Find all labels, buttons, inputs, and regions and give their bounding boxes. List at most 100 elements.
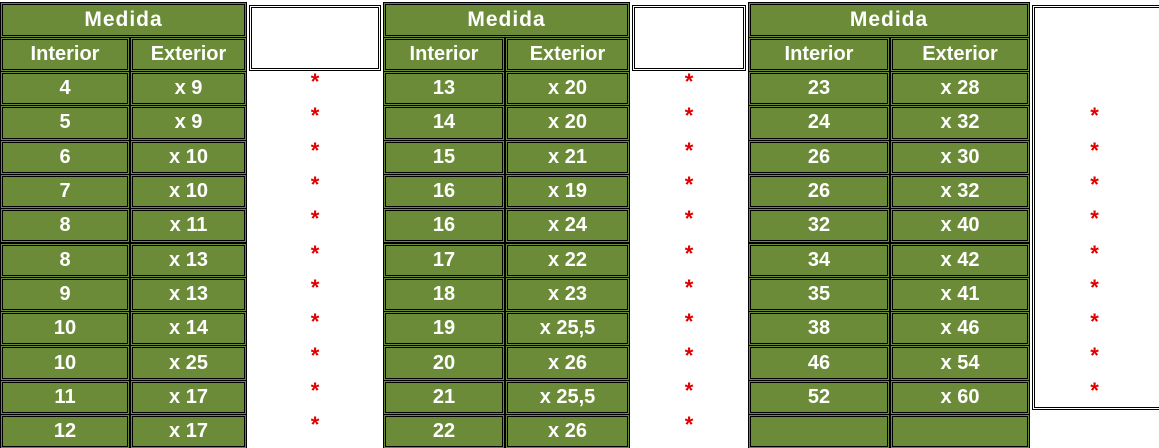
availability-mark: *	[630, 343, 748, 373]
exterior-cell: x 10	[130, 140, 247, 175]
availability-mark: *	[247, 69, 383, 99]
exterior-cell: x 9	[130, 105, 247, 140]
interior-cell: 38	[748, 311, 890, 346]
interior-cell: 19	[383, 311, 505, 346]
subheader: Exterior	[505, 37, 630, 72]
interior-cell: 7	[0, 174, 130, 209]
availability-mark: *	[247, 241, 383, 271]
exterior-cell: x 17	[130, 414, 247, 448]
exterior-cell: x 13	[130, 243, 247, 278]
interior-cell: 32	[748, 208, 890, 243]
availability-mark: *	[1030, 241, 1159, 271]
interior-cell: 35	[748, 277, 890, 312]
group-header: Medida	[0, 2, 247, 38]
availability-mark: *	[247, 343, 383, 373]
availability-mark: *	[630, 172, 748, 202]
interior-cell: 52	[748, 380, 890, 415]
availability-mark: *	[630, 309, 748, 339]
subheader: Exterior	[890, 37, 1030, 72]
interior-cell	[748, 414, 890, 448]
exterior-cell: x 25,5	[505, 311, 630, 346]
group-header: Medida	[383, 2, 630, 38]
interior-cell: 4	[0, 71, 130, 106]
interior-cell: 8	[0, 208, 130, 243]
availability-mark: *	[247, 172, 383, 202]
availability-mark: *	[630, 103, 748, 133]
availability-mark: *	[630, 138, 748, 168]
availability-mark: *	[1030, 172, 1159, 202]
exterior-cell: x 10	[130, 174, 247, 209]
exterior-cell: x 54	[890, 345, 1030, 380]
availability-mark: *	[247, 275, 383, 305]
interior-cell: 23	[748, 71, 890, 106]
subheader: Interior	[748, 37, 890, 72]
exterior-cell: x 17	[130, 380, 247, 415]
exterior-cell: x 23	[505, 277, 630, 312]
interior-cell: 34	[748, 243, 890, 278]
availability-mark: *	[630, 412, 748, 442]
availability-mark: *	[247, 309, 383, 339]
exterior-cell: x 28	[890, 71, 1030, 106]
interior-cell: 18	[383, 277, 505, 312]
interior-cell: 22	[383, 414, 505, 448]
interior-cell: 24	[748, 105, 890, 140]
exterior-cell: x 60	[890, 380, 1030, 415]
subheader: Interior	[383, 37, 505, 72]
exterior-cell	[890, 414, 1030, 448]
availability-mark: *	[630, 206, 748, 236]
exterior-cell: x 32	[890, 105, 1030, 140]
exterior-cell: x 25	[130, 345, 247, 380]
interior-cell: 5	[0, 105, 130, 140]
interior-cell: 15	[383, 140, 505, 175]
interior-cell: 46	[748, 345, 890, 380]
interior-cell: 20	[383, 345, 505, 380]
exterior-cell: x 20	[505, 71, 630, 106]
exterior-cell: x 40	[890, 208, 1030, 243]
exterior-cell: x 24	[505, 208, 630, 243]
availability-mark: *	[247, 138, 383, 168]
exterior-cell: x 20	[505, 105, 630, 140]
interior-cell: 11	[0, 380, 130, 415]
interior-cell: 17	[383, 243, 505, 278]
group-header: Medida	[748, 2, 1030, 38]
availability-mark: *	[630, 69, 748, 99]
header-box	[632, 5, 746, 71]
interior-cell: 10	[0, 345, 130, 380]
exterior-cell: x 9	[130, 71, 247, 106]
availability-mark: *	[1030, 378, 1159, 408]
interior-cell: 6	[0, 140, 130, 175]
availability-mark: *	[1030, 309, 1159, 339]
availability-mark: *	[1030, 206, 1159, 236]
exterior-cell: x 46	[890, 311, 1030, 346]
availability-mark: *	[1030, 103, 1159, 133]
interior-cell: 12	[0, 414, 130, 448]
interior-cell: 10	[0, 311, 130, 346]
subheader: Exterior	[130, 37, 247, 72]
interior-cell: 9	[0, 277, 130, 312]
exterior-cell: x 13	[130, 277, 247, 312]
availability-mark: *	[1030, 275, 1159, 305]
availability-mark: *	[630, 275, 748, 305]
exterior-cell: x 14	[130, 311, 247, 346]
interior-cell: 16	[383, 208, 505, 243]
exterior-cell: x 26	[505, 345, 630, 380]
interior-cell: 8	[0, 243, 130, 278]
availability-mark: *	[1030, 343, 1159, 373]
availability-mark: *	[630, 241, 748, 271]
exterior-cell: x 30	[890, 140, 1030, 175]
exterior-cell: x 32	[890, 174, 1030, 209]
exterior-cell: x 22	[505, 243, 630, 278]
exterior-cell: x 11	[130, 208, 247, 243]
interior-cell: 26	[748, 140, 890, 175]
interior-cell: 13	[383, 71, 505, 106]
interior-cell: 21	[383, 380, 505, 415]
exterior-cell: x 19	[505, 174, 630, 209]
exterior-cell: x 26	[505, 414, 630, 448]
availability-mark: *	[1030, 138, 1159, 168]
availability-mark: *	[247, 378, 383, 408]
interior-cell: 26	[748, 174, 890, 209]
interior-cell: 16	[383, 174, 505, 209]
exterior-cell: x 41	[890, 277, 1030, 312]
availability-mark: *	[247, 206, 383, 236]
availability-mark: *	[247, 412, 383, 442]
